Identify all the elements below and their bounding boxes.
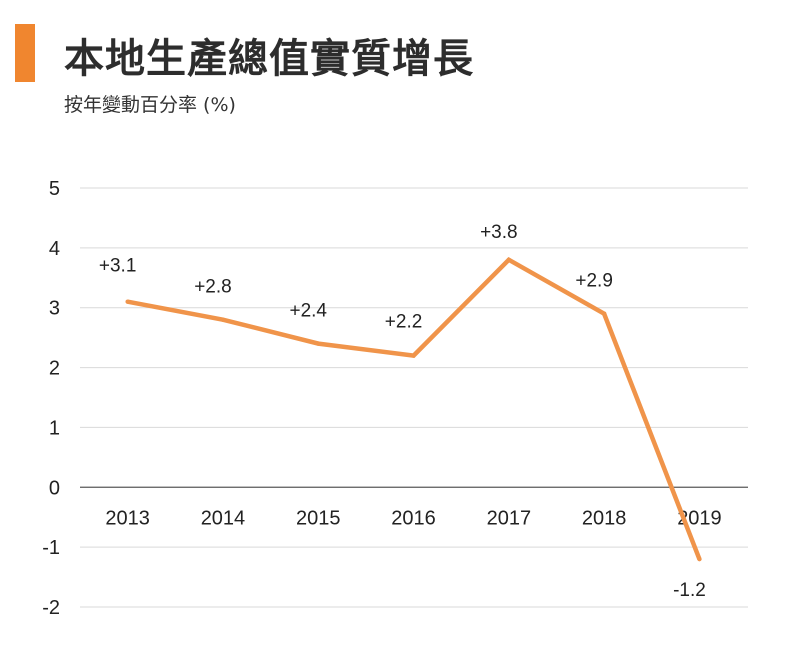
gridlines xyxy=(80,187,748,608)
data-point xyxy=(316,341,321,346)
x-tick-label: 2014 xyxy=(201,507,246,529)
data-label: -1.2 xyxy=(673,580,706,601)
x-tick-label: 2019 xyxy=(677,507,722,529)
x-tick-label: 2017 xyxy=(487,507,532,529)
x-axis: 2013 2014 2015 2016 2017 2018 2019 xyxy=(105,507,721,529)
x-tick-label: 2013 xyxy=(105,507,150,529)
y-tick-label: 3 xyxy=(49,298,60,320)
chart-subtitle: 按年變動百分率 (%) xyxy=(64,94,236,116)
data-point xyxy=(411,353,416,358)
y-tick-label: 1 xyxy=(49,417,60,439)
chart-title: 本地生產總值實質增長 xyxy=(64,36,474,82)
data-point xyxy=(220,317,226,322)
y-tick-label: -2 xyxy=(42,597,60,619)
x-tick-label: 2016 xyxy=(391,507,436,529)
y-tick-label: 4 xyxy=(49,238,60,260)
data-labels: +3.1 +2.8 +2.4 +2.2 +3.8 +2.9 -1.2 xyxy=(99,222,706,601)
data-point xyxy=(697,556,702,562)
title-accent-bar xyxy=(15,24,35,82)
x-tick-label: 2018 xyxy=(582,507,627,529)
y-tick-label: -1 xyxy=(42,537,60,559)
data-label: +2.9 xyxy=(575,271,613,292)
data-point xyxy=(506,257,512,263)
data-label: +2.2 xyxy=(385,312,423,333)
data-label: +2.4 xyxy=(289,301,327,322)
y-tick-label: 5 xyxy=(49,178,60,200)
x-tick-label: 2015 xyxy=(296,507,341,529)
y-tick-label: 2 xyxy=(49,358,60,380)
data-label: +3.8 xyxy=(480,222,518,243)
data-point xyxy=(601,311,607,316)
y-axis: -2 -1 0 1 2 3 4 5 xyxy=(42,178,60,619)
y-tick-label: 0 xyxy=(49,477,60,499)
series-gdp-growth xyxy=(125,256,702,562)
data-label: +2.8 xyxy=(194,277,232,298)
data-label: +3.1 xyxy=(99,256,137,277)
data-point xyxy=(125,299,130,304)
